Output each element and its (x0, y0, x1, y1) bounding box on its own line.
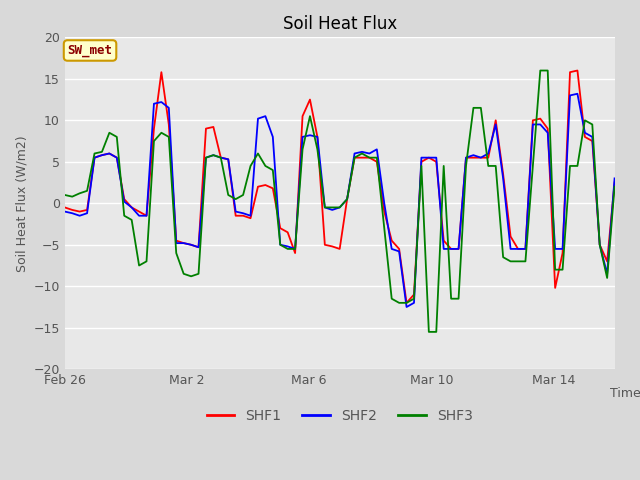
SHF2 (573, 91, 581, 96)
SHF2 (611, 176, 618, 181)
SHF1 (559, 250, 566, 256)
SHF1 (499, 171, 507, 177)
SHF3 (507, 258, 515, 264)
Line: SHF3: SHF3 (65, 71, 614, 332)
Legend: SHF1, SHF2, SHF3: SHF1, SHF2, SHF3 (201, 404, 478, 429)
SHF1 (484, 155, 492, 160)
SHF2 (522, 246, 529, 252)
SHF3 (61, 192, 68, 198)
SHF2 (499, 176, 507, 181)
SHF1 (61, 204, 68, 210)
SHF2 (106, 151, 113, 156)
SHF1 (573, 68, 581, 73)
SHF1 (611, 180, 618, 185)
SHF3 (566, 163, 574, 169)
SHF3 (522, 258, 529, 264)
SHF2 (559, 246, 566, 252)
SHF2 (507, 246, 515, 252)
Title: Soil Heat Flux: Soil Heat Flux (283, 15, 397, 33)
SHF2 (484, 151, 492, 156)
SHF3 (425, 329, 433, 335)
SHF1 (507, 234, 515, 240)
SHF3 (484, 163, 492, 169)
SHF1 (403, 300, 410, 306)
SHF2 (61, 209, 68, 215)
Text: SW_met: SW_met (68, 44, 113, 57)
SHF3 (611, 184, 618, 190)
SHF1 (522, 246, 529, 252)
SHF3 (536, 68, 544, 73)
Y-axis label: Soil Heat Flux (W/m2): Soil Heat Flux (W/m2) (15, 135, 28, 272)
SHF3 (499, 254, 507, 260)
SHF3 (106, 130, 113, 136)
Line: SHF2: SHF2 (65, 94, 614, 307)
SHF1 (106, 151, 113, 156)
SHF2 (403, 304, 410, 310)
X-axis label: Time: Time (610, 387, 640, 400)
Line: SHF1: SHF1 (65, 71, 614, 303)
